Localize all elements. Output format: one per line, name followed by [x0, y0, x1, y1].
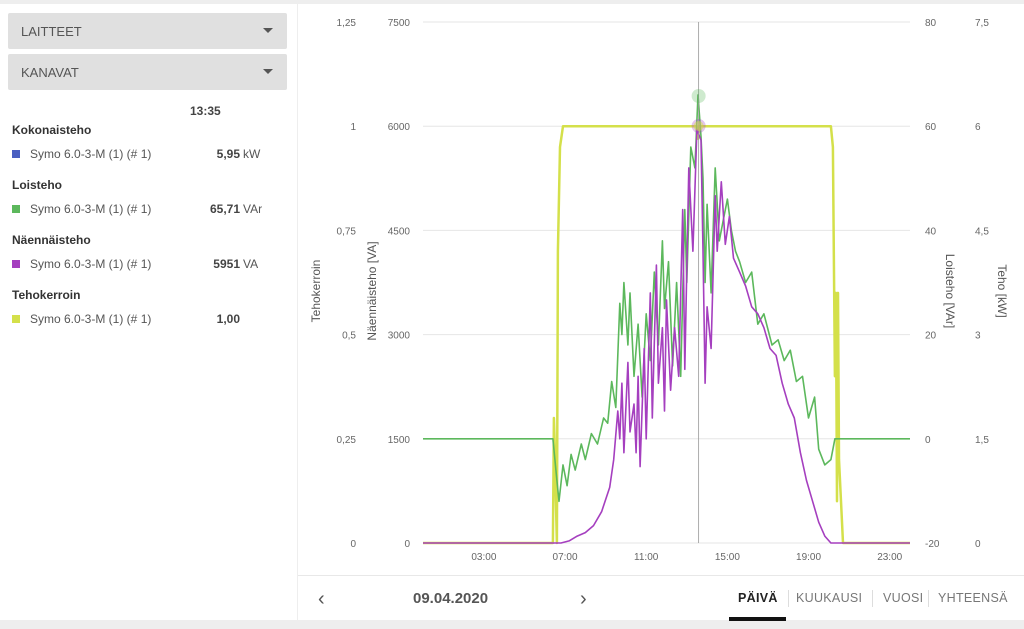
series-line-loisteho: [423, 94, 910, 503]
legend-row[interactable]: Symo 6.0-3-M (1) (# 1) 5,95 kW: [12, 147, 292, 161]
tab-paiva[interactable]: PÄIVÄ: [738, 591, 778, 605]
tab-divider: [788, 590, 789, 607]
tab-yhteensa[interactable]: YHTEENSÄ: [938, 591, 1008, 605]
date-navigation-bar: ‹ 09.04.2020 › PÄIVÄ KUUKAUSI VUOSI YHTE…: [298, 575, 1024, 621]
axis-title-tehokerroin: Tehokerroin: [309, 260, 323, 323]
legend-group-title: Kokonaisteho: [12, 123, 92, 137]
y-tick-label-loisteho: 40: [925, 226, 937, 237]
y-tick-label-tehokerroin: 0,75: [337, 226, 357, 237]
y-tick-label-teho: 3: [975, 331, 981, 342]
tab-divider: [872, 590, 873, 607]
chevron-down-icon: [263, 28, 273, 33]
axis-title-teho: Teho [kW]: [995, 264, 1009, 317]
chevron-down-icon: [263, 69, 273, 74]
y-tick-label-naennaisteho: 0: [404, 539, 410, 550]
chart[interactable]: 0 0,25 0,5 0,75 1 1,25 Tehokerroin 0 1500 3000 450…: [298, 4, 1024, 575]
x-tick-label: 19:00: [796, 552, 821, 563]
y-tick-label-tehokerroin: 0,5: [342, 331, 356, 342]
legend-group: Tehokerroin Symo 6.0-3-M (1) (# 1) 1,00: [12, 288, 292, 326]
channels-dropdown[interactable]: KANAVAT: [8, 54, 287, 90]
x-tick-label: 03:00: [471, 552, 496, 563]
series-color-swatch: [12, 260, 20, 268]
previous-day-button[interactable]: ‹: [318, 588, 325, 610]
y-tick-label-tehokerroin: 1: [350, 122, 356, 133]
tab-kuukausi[interactable]: KUUKAUSI: [796, 591, 863, 605]
series-color-swatch: [12, 315, 20, 323]
series-value: 5951: [213, 257, 240, 271]
legend-time: 13:35: [190, 104, 221, 118]
legend-group: Näennäisteho Symo 6.0-3-M (1) (# 1) 5951…: [12, 233, 292, 271]
legend-group: Kokonaisteho Symo 6.0-3-M (1) (# 1) 5,95…: [12, 123, 292, 161]
device-name: Symo 6.0-3-M (1) (# 1): [30, 257, 152, 271]
chart-panel: 0 0,25 0,5 0,75 1 1,25 Tehokerroin 0 1500 3000 450…: [298, 4, 1024, 620]
cursor-marker-tehokerroin: [693, 121, 704, 131]
next-day-button[interactable]: ›: [580, 588, 587, 610]
y-tick-label-teho: 0: [975, 539, 981, 550]
legend-row[interactable]: Symo 6.0-3-M (1) (# 1) 5951 VA: [12, 257, 292, 271]
y-tick-label-loisteho: 60: [925, 122, 937, 133]
y-tick-label-naennaisteho: 4500: [388, 226, 411, 237]
x-tick-label: 11:00: [634, 552, 659, 563]
devices-dropdown[interactable]: LAITTEET: [8, 13, 287, 49]
device-name: Symo 6.0-3-M (1) (# 1): [30, 312, 152, 326]
x-tick-label: 15:00: [715, 552, 740, 563]
series-unit: VA: [243, 257, 259, 271]
legend-row[interactable]: Symo 6.0-3-M (1) (# 1) 65,71 VAr: [12, 202, 292, 216]
channels-label: KANAVAT: [21, 65, 79, 80]
series-color-swatch: [12, 150, 20, 158]
series-value: 5,95: [216, 147, 240, 161]
y-tick-label-naennaisteho: 7500: [388, 18, 411, 29]
y-tick-label-teho: 7,5: [975, 18, 989, 29]
y-tick-label-tehokerroin: 0: [350, 539, 356, 550]
axis-title-naennaisteho: Näennäisteho [VA]: [365, 241, 379, 340]
active-tab-indicator: [729, 617, 786, 621]
y-tick-label-loisteho: 20: [925, 331, 937, 342]
legend-group-title: Tehokerroin: [12, 288, 81, 302]
legend-group-title: Näennäisteho: [12, 233, 91, 247]
cursor-marker-loisteho: [691, 89, 706, 103]
legend-group: Loisteho Symo 6.0-3-M (1) (# 1) 65,71 VA…: [12, 178, 292, 216]
x-tick-label: 23:00: [877, 552, 902, 563]
tab-vuosi[interactable]: VUOSI: [883, 591, 924, 605]
devices-label: LAITTEET: [21, 24, 82, 39]
device-name: Symo 6.0-3-M (1) (# 1): [30, 147, 152, 161]
axis-title-loisteho: Loisteho [VAr]: [943, 254, 957, 328]
y-tick-label-naennaisteho: 1500: [388, 435, 411, 446]
x-tick-label: 07:00: [553, 552, 578, 563]
y-tick-label-teho: 1,5: [975, 435, 989, 446]
y-tick-label-loisteho: 0: [925, 435, 931, 446]
current-date: 09.04.2020: [413, 590, 489, 607]
series-unit: kW: [243, 147, 261, 161]
series-value: 65,71: [209, 202, 240, 216]
series-line-naennaisteho: [423, 128, 910, 544]
y-tick-label-tehokerroin: 0,25: [337, 435, 357, 446]
legend-row[interactable]: Symo 6.0-3-M (1) (# 1) 1,00: [12, 312, 292, 326]
y-tick-label-tehokerroin: 1,25: [337, 18, 357, 29]
legend-panel: LAITTEET KANAVAT 13:35 Kokonaisteho Symo…: [0, 4, 297, 620]
y-tick-label-naennaisteho: 3000: [388, 331, 411, 342]
y-tick-label-teho: 4,5: [975, 226, 989, 237]
y-tick-label-loisteho: 80: [925, 18, 937, 29]
series-value: 1,00: [216, 312, 240, 326]
y-tick-label-teho: 6: [975, 122, 981, 133]
legend-group-title: Loisteho: [12, 178, 62, 192]
series-unit: VAr: [243, 202, 263, 216]
y-tick-label-loisteho: -20: [925, 539, 940, 550]
tab-divider: [928, 590, 929, 607]
series-color-swatch: [12, 205, 20, 213]
device-name: Symo 6.0-3-M (1) (# 1): [30, 202, 152, 216]
y-tick-label-naennaisteho: 6000: [388, 122, 411, 133]
